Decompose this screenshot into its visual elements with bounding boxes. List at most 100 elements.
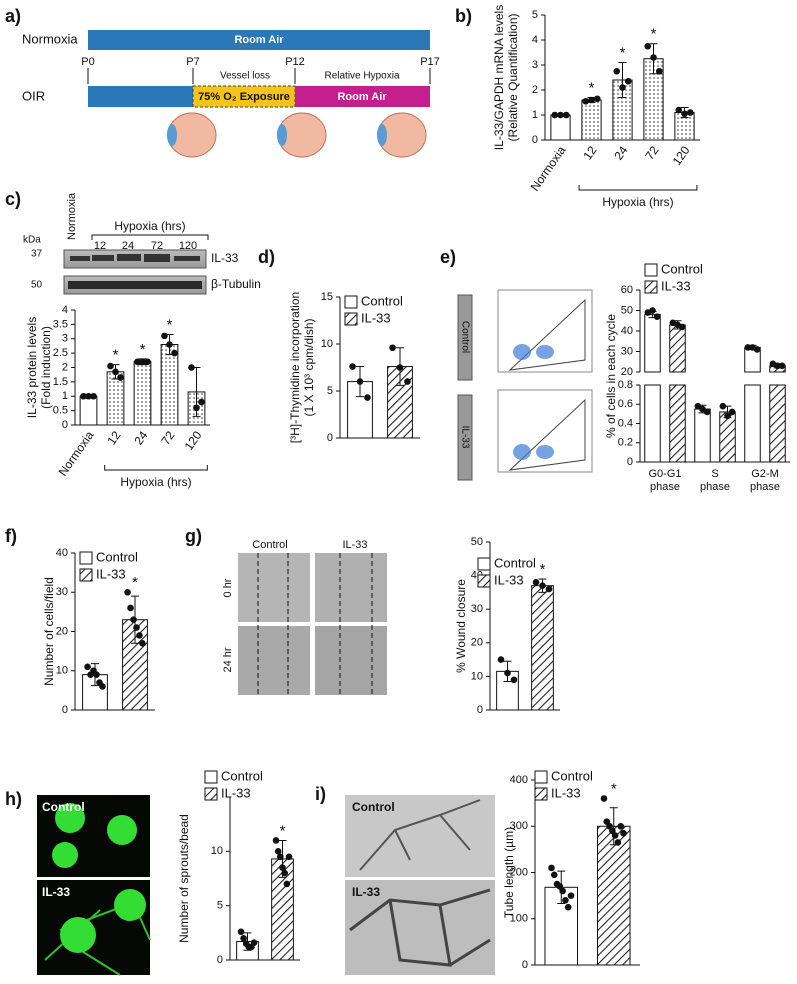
blot-label: 72 [151, 240, 163, 252]
data-point [557, 111, 564, 119]
data-point [653, 313, 661, 320]
legend-label: Control [221, 768, 263, 783]
segment-label: Room Air [337, 91, 387, 103]
legend-label: IL-33 [221, 785, 251, 800]
data-point [144, 358, 151, 366]
y-tick-label: 0 [327, 432, 333, 444]
data-point [117, 374, 124, 381]
x-axis-label: Hypoxia (hrs) [120, 475, 191, 489]
y-axis-label: Tube length (µm) [502, 827, 516, 918]
y-tick-label: 0 [217, 954, 223, 966]
timeline-label: OIR [22, 88, 45, 103]
panel-label: i) [315, 784, 326, 804]
data-point [99, 683, 106, 690]
data-point [562, 896, 569, 904]
y-tick-label: 1 [532, 109, 538, 121]
legend-label: IL-33 [361, 310, 391, 325]
bar [769, 365, 786, 463]
micrograph [315, 626, 387, 695]
panel-label: f) [5, 526, 17, 546]
micrograph [315, 553, 387, 622]
row-tab [457, 294, 473, 381]
eye-illustrations [167, 112, 427, 158]
data-point [593, 95, 601, 103]
legend-swatch [344, 295, 358, 309]
panel-label: c) [5, 189, 21, 209]
data-point [389, 344, 396, 352]
panel-label: a) [5, 6, 21, 26]
data-point [80, 392, 87, 400]
significance: * [140, 341, 146, 358]
data-point [161, 332, 168, 340]
x-tick-label: phase [700, 481, 730, 493]
blot-label: 37 [31, 249, 43, 260]
y-tick-label: 40 [621, 325, 633, 337]
data-point [188, 364, 195, 371]
y-axis-label: Number of sprouts/bead [177, 814, 191, 943]
x-tick-label: 72 [642, 143, 661, 162]
y-tick-label: 0 [62, 419, 68, 431]
data-point [559, 887, 566, 895]
data-point [619, 84, 626, 91]
data-point [504, 669, 511, 677]
y-tick-label: 400 [510, 774, 528, 786]
significance: * [167, 316, 173, 333]
bar [744, 346, 761, 463]
x-tick-label: S [711, 468, 718, 480]
y-tick-label: 5 [532, 9, 538, 21]
significance: * [620, 44, 626, 61]
image-label: Control [352, 800, 395, 814]
sprouting-images: Control IL-33 [37, 795, 151, 976]
x-tick-label: 24 [611, 143, 630, 162]
micrograph [238, 553, 310, 622]
data-point [617, 822, 625, 830]
bar [694, 408, 711, 463]
panel-label: h) [5, 789, 22, 809]
data-point [93, 671, 100, 678]
data-point [510, 676, 518, 684]
legend-swatch [204, 787, 218, 801]
data-point [281, 869, 288, 877]
bar [550, 114, 571, 141]
y-tick-label: 5 [217, 900, 223, 912]
data-point [724, 412, 731, 420]
data-point [620, 829, 627, 837]
data-point [133, 624, 140, 631]
blot-label: 120 [179, 240, 197, 252]
y-tick-label: 0.5 [53, 405, 68, 417]
phase-label: Vessel loss [220, 71, 270, 82]
y-tick-label: 0 [62, 704, 68, 716]
legend-label: IL-33 [494, 572, 524, 587]
legend-label: Control [96, 549, 138, 564]
image-label: Control [42, 800, 85, 814]
data-point [655, 67, 663, 75]
y-tick-label: 0 [627, 456, 633, 468]
data-point [678, 323, 686, 331]
flow-plot [497, 289, 593, 373]
data-point [85, 392, 92, 400]
x-tick-label: 120 [670, 143, 693, 168]
data-point [124, 588, 131, 596]
blot-label: kDa [23, 235, 41, 246]
data-point [532, 579, 540, 586]
y-tick-label: 3 [62, 333, 68, 345]
data-point [774, 362, 781, 370]
data-point [582, 97, 590, 105]
row-label: Control [459, 321, 470, 353]
y-axis-label: IL-33 protein levels [25, 317, 39, 418]
y-axis-label: IL-33/GAPDH mRNA levels [492, 5, 506, 150]
y-tick-label: 0.4 [618, 417, 633, 429]
blot-label: 12 [94, 240, 106, 252]
image-label: IL-33 [352, 885, 380, 899]
bar [133, 361, 152, 426]
y-tick-label: 10 [321, 338, 333, 350]
flow-gate [508, 398, 586, 471]
data-point [250, 939, 258, 946]
blot-bands [68, 281, 202, 289]
bracket [91, 234, 209, 240]
data-point [283, 880, 291, 888]
y-tick-label: 10 [56, 665, 68, 677]
timepoint: P7 [186, 56, 199, 68]
data-point [703, 408, 711, 416]
legend-swatch [644, 280, 658, 294]
